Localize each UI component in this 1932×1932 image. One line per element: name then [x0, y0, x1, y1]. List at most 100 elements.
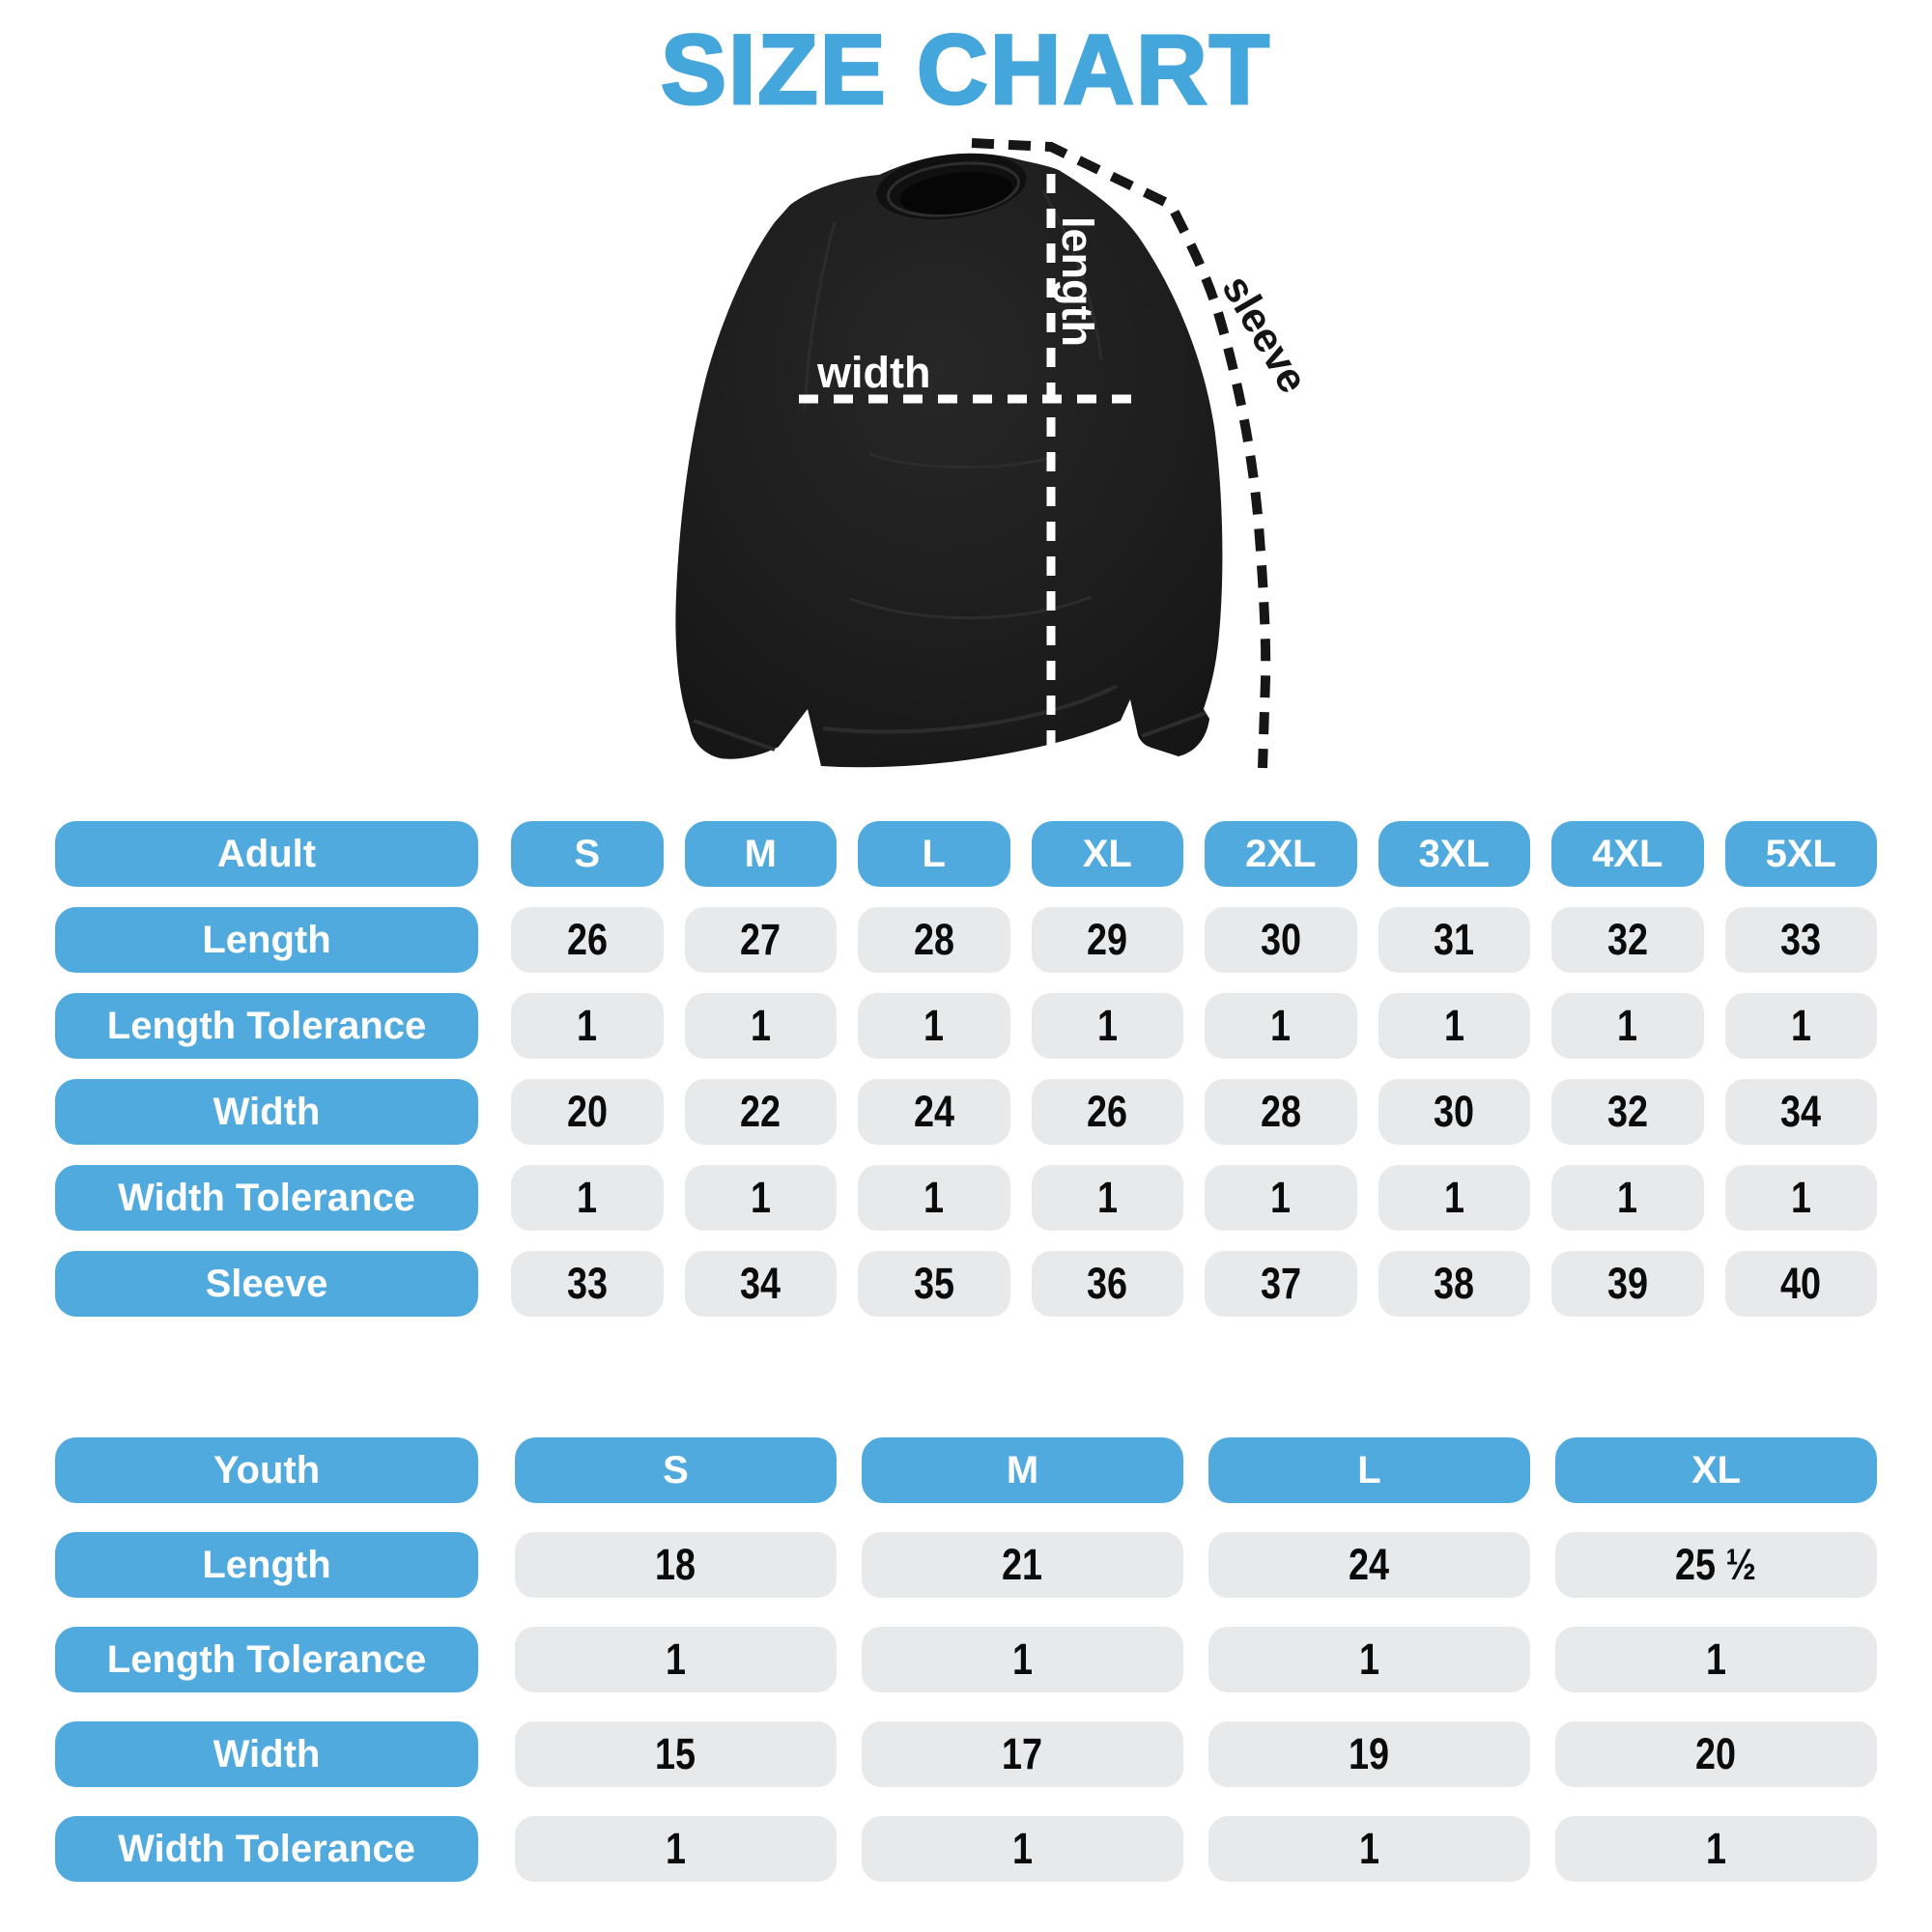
adult-cell: 35	[858, 1251, 1010, 1317]
adult-cell: 27	[684, 907, 837, 973]
adult-row-label: Length	[55, 907, 478, 973]
cell-value: 20	[1695, 1729, 1737, 1778]
sleeve-measure-line	[971, 138, 1271, 769]
cell-value: 40	[1780, 1259, 1822, 1308]
adult-cell: 1	[511, 993, 664, 1059]
adult-cell: 1	[1551, 1165, 1704, 1231]
adult-cell: 38	[1378, 1251, 1530, 1317]
collar-opening	[899, 171, 1013, 215]
adult-cell: 31	[1378, 907, 1530, 973]
cell-value: 26	[566, 915, 608, 964]
cell-value: 24	[1349, 1540, 1390, 1589]
adult-cell: 26	[511, 907, 664, 973]
youth-table-title: Youth	[55, 1437, 478, 1503]
cell-value: 1	[1443, 1173, 1464, 1222]
cell-value: 1	[750, 1001, 771, 1050]
cell-value: 34	[740, 1259, 781, 1308]
youth-size-header-m: M	[862, 1437, 1183, 1503]
youth-cell: 21	[862, 1532, 1183, 1598]
cell-value: 33	[566, 1259, 608, 1308]
youth-row-label: Width Tolerance	[55, 1816, 478, 1882]
adult-size-header-xl: XL	[1031, 821, 1183, 887]
adult-cell: 1	[1724, 993, 1877, 1059]
youth-cell: 1	[862, 1816, 1183, 1882]
cell-value: 1	[923, 1001, 945, 1050]
adult-cell: 40	[1724, 1251, 1877, 1317]
cell-value: 37	[1260, 1259, 1301, 1308]
cell-value: 1	[665, 1634, 687, 1684]
adult-row-label: Sleeve	[55, 1251, 478, 1317]
sweatshirt-diagram: width length sleeve	[675, 138, 1317, 769]
adult-row-label: Width	[55, 1079, 478, 1145]
cell-value: 17	[1002, 1729, 1043, 1778]
cell-value: 1	[1617, 1001, 1638, 1050]
adult-size-header-5xl: 5XL	[1724, 821, 1877, 887]
cell-value: 1	[1705, 1634, 1727, 1684]
cell-value: 1	[1096, 1173, 1118, 1222]
cell-value: 27	[740, 915, 781, 964]
sleeve-label: sleeve	[1212, 268, 1316, 401]
cell-value: 32	[1606, 1087, 1648, 1136]
cell-value: 30	[1434, 1087, 1475, 1136]
cell-value: 28	[1260, 1087, 1301, 1136]
length-label: length	[1053, 216, 1102, 347]
cell-value: 24	[913, 1087, 954, 1136]
cell-value: 1	[1790, 1173, 1811, 1222]
adult-cell: 20	[511, 1079, 664, 1145]
adult-cell: 1	[684, 993, 837, 1059]
adult-cell: 29	[1031, 907, 1183, 973]
adult-size-header-s: S	[511, 821, 664, 887]
cell-value: 1	[1443, 1001, 1464, 1050]
cell-value: 1	[1790, 1001, 1811, 1050]
youth-cell: 17	[862, 1721, 1183, 1787]
youth-cell: 25 ½	[1555, 1532, 1877, 1598]
cell-value: 1	[577, 1001, 598, 1050]
adult-size-header-2xl: 2XL	[1205, 821, 1357, 887]
page-title: SIZE CHART	[660, 14, 1271, 125]
adult-cell: 32	[1551, 907, 1704, 973]
youth-cell: 15	[515, 1721, 837, 1787]
cell-value: 1	[1011, 1634, 1034, 1684]
cell-value: 25 ½	[1675, 1540, 1757, 1589]
adult-cell: 1	[1551, 993, 1704, 1059]
cell-value: 1	[1270, 1173, 1292, 1222]
cell-value: 32	[1606, 915, 1648, 964]
cell-value: 1	[1705, 1824, 1727, 1873]
cell-value: 26	[1087, 1087, 1128, 1136]
adult-cell: 1	[1031, 993, 1183, 1059]
adult-cell: 36	[1031, 1251, 1183, 1317]
adult-cell: 26	[1031, 1079, 1183, 1145]
youth-cell: 24	[1208, 1532, 1530, 1598]
adult-cell: 22	[684, 1079, 837, 1145]
adult-cell: 1	[1378, 1165, 1530, 1231]
adult-cell: 28	[858, 907, 1010, 973]
adult-size-header-3xl: 3XL	[1378, 821, 1530, 887]
adult-cell: 34	[1724, 1079, 1877, 1145]
adult-row-label: Length Tolerance	[55, 993, 478, 1059]
garment-seams	[693, 190, 1207, 752]
cell-value: 33	[1780, 915, 1822, 964]
youth-cell: 1	[515, 1627, 837, 1692]
cell-value: 1	[1358, 1634, 1380, 1684]
adult-cell: 39	[1551, 1251, 1704, 1317]
cell-value: 1	[1617, 1173, 1638, 1222]
adult-cell: 1	[858, 993, 1010, 1059]
youth-cell: 1	[1555, 1816, 1877, 1882]
youth-row-label: Width	[55, 1721, 478, 1787]
cell-value: 39	[1606, 1259, 1648, 1308]
cell-value: 1	[577, 1173, 598, 1222]
youth-size-header-xl: XL	[1555, 1437, 1877, 1503]
cell-value: 1	[665, 1824, 687, 1873]
adult-table-title: Adult	[55, 821, 478, 887]
youth-cell: 1	[515, 1816, 837, 1882]
adult-cell: 1	[1205, 1165, 1357, 1231]
adult-cell: 1	[1205, 993, 1357, 1059]
adult-cell: 33	[511, 1251, 664, 1317]
cell-value: 35	[913, 1259, 954, 1308]
sweatshirt-graphic	[675, 153, 1223, 768]
adult-size-table: Adult S M L XL 2XL 3XL 4XL 5XL Length 26…	[55, 821, 1877, 1317]
adult-cell: 1	[511, 1165, 664, 1231]
youth-cell: 20	[1555, 1721, 1877, 1787]
cell-value: 31	[1434, 915, 1475, 964]
